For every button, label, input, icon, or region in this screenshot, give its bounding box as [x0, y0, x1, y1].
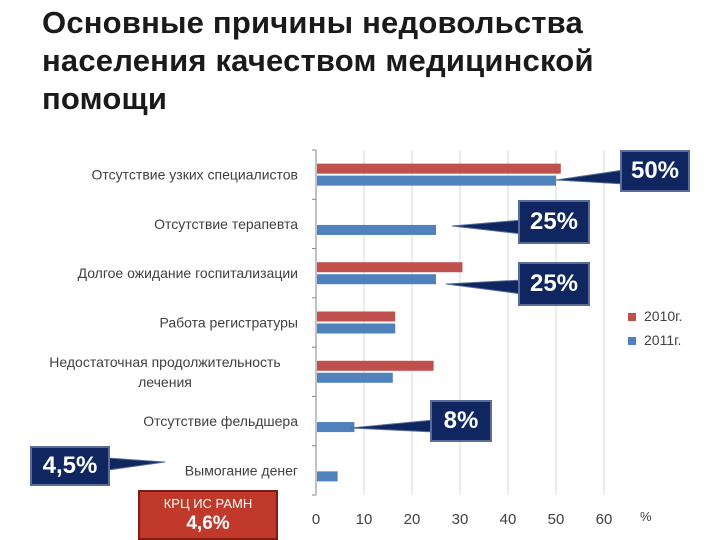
category-label: Вымогание денег	[185, 462, 298, 478]
callout-pointer	[451, 219, 523, 235]
bar-2010	[317, 311, 396, 322]
legend-swatch	[628, 313, 636, 321]
bar-2011	[317, 224, 436, 235]
callout-8: 8%	[430, 400, 492, 442]
category-label: Отсутствие терапевта	[154, 216, 298, 232]
callout-25-therapist: 25%	[518, 200, 590, 244]
category-label: Отсутствие узких специалистов	[92, 167, 298, 183]
category-label: Работа регистратуры	[159, 315, 298, 331]
krc-note-box: КРЦ ИС РАМН 4,6%	[138, 490, 278, 540]
x-tick-label: 20	[404, 511, 421, 528]
x-tick-label: 0	[312, 511, 320, 528]
callout-pointer	[107, 457, 166, 471]
callout-pointer	[445, 279, 523, 295]
bar-2010	[317, 360, 434, 371]
legend-label: 2011г.	[644, 332, 681, 348]
x-tick-label: 30	[452, 511, 469, 528]
x-tick-label: 10	[356, 511, 373, 528]
page-title: Основные причины недовольства населения …	[42, 5, 594, 116]
x-tick-label: 40	[500, 511, 517, 528]
callout-25-hospital: 25%	[518, 262, 590, 306]
krc-note-line2: 4,6%	[186, 513, 230, 534]
legend-swatch	[628, 337, 636, 345]
x-tick-label: 60	[596, 511, 613, 528]
bar-2011	[317, 274, 436, 285]
category-label: Недостаточная продолжительность	[49, 354, 280, 370]
bar-2010	[317, 163, 561, 174]
callout-4-5: 4,5%	[30, 446, 110, 486]
category-label: Долгое ожидание госпитализации	[78, 265, 298, 281]
callout-pointer	[555, 169, 625, 185]
bar-2010	[317, 262, 463, 273]
krc-note-line1: КРЦ ИС РАМН	[163, 496, 253, 511]
legend-label: 2010г.	[644, 308, 682, 324]
bar-2011	[317, 323, 396, 334]
category-label: Отсутствие фельдшера	[143, 413, 298, 429]
bar-2011	[317, 471, 338, 482]
x-tick-label: 50	[548, 511, 565, 528]
bar-2011	[317, 175, 556, 186]
category-label: лечения	[138, 374, 192, 390]
bar-2011	[317, 422, 355, 433]
x-unit-label: %	[640, 509, 652, 524]
callout-pointer	[349, 419, 435, 433]
callout-50: 50%	[620, 150, 690, 192]
bar-2011	[317, 372, 393, 383]
